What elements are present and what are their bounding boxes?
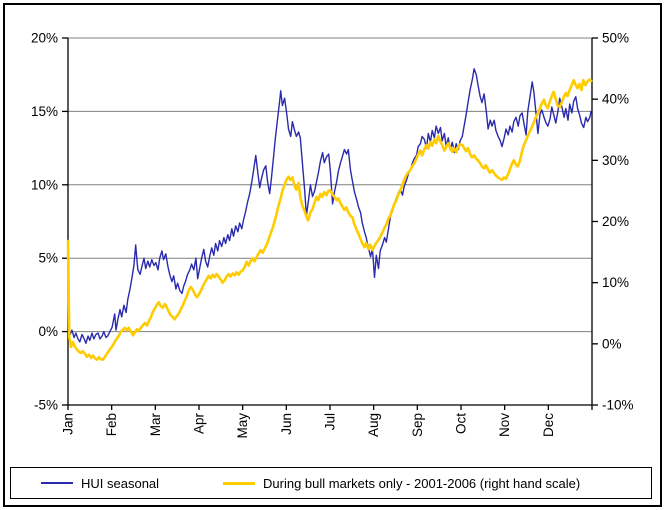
series-line-1 [66,78,593,362]
y-right-tick-label: 50% [602,31,629,46]
x-tick-label: Dec [541,413,556,437]
y-right-tick-label: 30% [602,153,629,168]
x-tick-label: Jul [323,413,338,430]
x-tick-label: Aug [366,413,381,437]
y-left-tick-label: 20% [31,31,58,46]
y-right-tick-label: 20% [602,214,629,229]
x-tick-label: Nov [497,413,512,437]
y-left-tick-label: -5% [34,398,58,413]
x-tick-label: Mar [148,412,163,436]
y-left-tick-label: 15% [31,104,58,119]
y-right-tick-label: 0% [602,336,622,351]
y-left-tick-label: 0% [38,324,58,339]
x-tick-label: Feb [104,413,119,436]
chart-legend: HUI seasonal During bull markets only - … [10,467,652,499]
y-right-tick-label: -10% [602,398,634,413]
legend-item-bull-markets: During bull markets only - 2001-2006 (ri… [223,468,580,498]
x-tick-label: Sep [410,413,425,437]
legend-line-swatch-yellow [223,481,255,485]
series-line-0 [67,68,592,344]
y-right-tick-label: 10% [602,275,629,290]
x-tick-label: Jan [61,413,76,435]
legend-item-hui-seasonal: HUI seasonal [41,468,159,498]
legend-label-bull-markets: During bull markets only - 2001-2006 (ri… [263,475,581,491]
y-left-tick-label: 10% [31,177,58,192]
x-tick-label: Jun [279,413,294,435]
x-tick-label: Apr [192,413,207,435]
y-left-tick-label: 5% [38,251,58,266]
legend-line-swatch-blue [41,482,73,484]
legend-label-hui-seasonal: HUI seasonal [81,475,160,491]
x-tick-label: May [235,413,250,439]
x-tick-label: Oct [454,413,469,434]
y-right-tick-label: 40% [602,92,629,107]
